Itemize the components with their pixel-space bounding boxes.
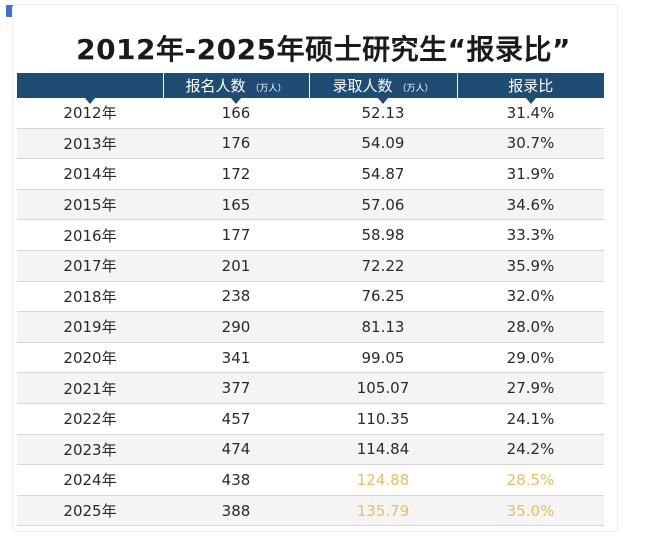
table-row: 2025年 388 135.79 35.0% (17, 495, 604, 527)
cell-ratio: 29.0% (457, 342, 604, 374)
cell-applicants: 341 (163, 342, 309, 374)
table-row: 2020年 341 99.05 29.0% (17, 342, 604, 374)
data-table: 报名人数 （万人） 录取人数 （万人） 报录比 2012年 166 52.13 31.4%… (17, 73, 604, 527)
cell-applicants: 238 (163, 281, 309, 313)
cell-admitted: 105.07 (309, 372, 457, 404)
header-applicants: 报名人数 （万人） (163, 73, 310, 104)
table-row: 2021年 377 105.07 27.9% (17, 372, 604, 404)
cell-ratio: 34.6% (457, 189, 604, 221)
cell-ratio: 35.9% (457, 250, 604, 282)
header-ratio: 报录比 (457, 73, 604, 104)
table-row: 2016年 177 58.98 33.3% (17, 219, 604, 251)
cell-admitted: 76.25 (309, 281, 457, 313)
cell-year: 2024年 (17, 464, 163, 496)
page-title: 2012年-2025年硕士研究生“报录比” (76, 33, 571, 66)
cell-ratio: 24.2% (457, 434, 604, 466)
table-row: 2015年 165 57.06 34.6% (17, 189, 604, 221)
header-label: 报名人数 (185, 77, 246, 95)
cell-ratio: 28.0% (457, 311, 604, 343)
cell-applicants: 172 (163, 158, 309, 190)
cell-year: 2018年 (17, 281, 163, 313)
cell-year: 2014年 (17, 158, 163, 190)
table-row: 2017年 201 72.22 35.9% (17, 250, 604, 282)
table-row: 2012年 166 52.13 31.4% (17, 98, 604, 129)
cell-applicants: 177 (163, 219, 309, 251)
table-header-row: 报名人数 （万人） 录取人数 （万人） 报录比 (17, 73, 604, 104)
cell-year: 2013年 (17, 128, 163, 160)
cell-year: 2023年 (17, 434, 163, 466)
cell-admitted: 57.06 (309, 189, 457, 221)
cell-admitted: 124.88 (309, 464, 457, 496)
cell-applicants: 377 (163, 372, 309, 404)
cell-applicants: 290 (163, 311, 309, 343)
cell-ratio: 24.1% (457, 403, 604, 435)
header-label: 录取人数 (332, 77, 393, 95)
cell-applicants: 165 (163, 189, 309, 221)
cell-ratio: 31.9% (457, 158, 604, 190)
cell-admitted: 54.09 (309, 128, 457, 160)
header-admitted: 录取人数 （万人） (309, 73, 458, 104)
cell-applicants: 438 (163, 464, 309, 496)
table-row: 2018年 238 76.25 32.0% (17, 281, 604, 313)
cell-ratio: 35.0% (457, 495, 604, 527)
cell-applicants: 457 (163, 403, 309, 435)
header-year (17, 73, 164, 104)
header-unit: （万人） (250, 84, 287, 94)
cell-admitted: 110.35 (309, 403, 457, 435)
table-row: 2022年 457 110.35 24.1% (17, 403, 604, 435)
cell-year: 2012年 (17, 98, 163, 129)
pointer-triangle (378, 98, 388, 104)
cell-admitted: 114.84 (309, 434, 457, 466)
cell-year: 2025年 (17, 495, 163, 527)
cell-year: 2016年 (17, 219, 163, 251)
pointer-triangle (84, 98, 95, 104)
cell-admitted: 72.22 (309, 250, 457, 282)
cell-admitted: 81.13 (309, 311, 457, 343)
table-row: 2024年 438 124.88 28.5% (17, 464, 604, 496)
cell-year: 2019年 (17, 311, 163, 343)
cell-admitted: 135.79 (309, 495, 457, 527)
header-unit: （万人） (397, 84, 434, 94)
table-row: 2013年 176 54.09 30.7% (17, 128, 604, 160)
cell-admitted: 58.98 (309, 219, 457, 251)
table-row: 2014年 172 54.87 31.9% (17, 158, 604, 190)
cell-admitted: 99.05 (309, 342, 457, 374)
cell-ratio: 27.9% (457, 372, 604, 404)
pointer-triangle (231, 98, 241, 104)
pointer-triangle (525, 98, 536, 104)
cell-applicants: 474 (163, 434, 309, 466)
table-row: 2019年 290 81.13 28.0% (17, 311, 604, 343)
table-body: 2012年 166 52.13 31.4% 2013年 176 54.09 30.7% 2014… (17, 98, 604, 527)
table-row: 2023年 474 114.84 24.2% (17, 434, 604, 466)
cell-year: 2020年 (17, 342, 163, 374)
cell-ratio: 28.5% (457, 464, 604, 496)
cell-applicants: 388 (163, 495, 309, 527)
cell-applicants: 201 (163, 250, 309, 282)
cell-year: 2015年 (17, 189, 163, 221)
header-label: 报录比 (508, 77, 554, 95)
cell-ratio: 31.4% (457, 98, 604, 129)
cell-year: 2022年 (17, 403, 163, 435)
cell-ratio: 30.7% (457, 128, 604, 160)
cell-year: 2021年 (17, 372, 163, 404)
cell-year: 2017年 (17, 250, 163, 282)
cell-applicants: 176 (163, 128, 309, 160)
cell-ratio: 33.3% (457, 219, 604, 251)
cell-ratio: 32.0% (457, 281, 604, 313)
cell-admitted: 54.87 (309, 158, 457, 190)
